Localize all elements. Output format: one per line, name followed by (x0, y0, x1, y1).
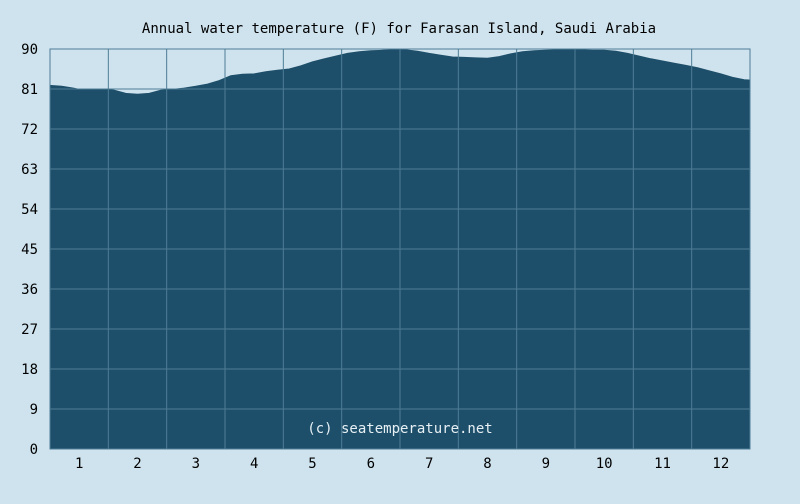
chart-title: Annual water temperature (F) for Farasan… (142, 21, 656, 37)
x-tick-label: 10 (596, 456, 613, 472)
x-tick-label: 9 (542, 456, 550, 472)
y-tick-label: 27 (21, 322, 38, 338)
x-tick-label: 5 (308, 456, 316, 472)
y-axis-ticks: 0 9 18 27 36 45 54 63 72 81 90 (21, 42, 38, 458)
x-tick-label: 6 (367, 456, 375, 472)
x-tick-label: 8 (483, 456, 491, 472)
y-tick-label: 9 (30, 402, 38, 418)
plot-frame (49, 48, 751, 450)
x-tick-label: 3 (192, 456, 200, 472)
y-tick-label: 54 (21, 202, 38, 218)
x-tick-label: 2 (133, 456, 141, 472)
y-tick-label: 72 (21, 122, 38, 138)
y-tick-label: 36 (21, 282, 38, 298)
x-tick-label: 7 (425, 456, 433, 472)
y-tick-label: 90 (21, 42, 38, 58)
watermark: (c) seatemperature.net (307, 421, 492, 437)
grid-layer (50, 49, 750, 449)
x-tick-label: 12 (712, 456, 729, 472)
x-tick-label: 4 (250, 456, 258, 472)
y-tick-label: 63 (21, 162, 38, 178)
x-axis-ticks: 1 2 3 4 5 6 7 8 9 10 11 12 (75, 456, 729, 472)
x-tick-label: 1 (75, 456, 83, 472)
y-tick-label: 81 (21, 82, 38, 98)
y-tick-label: 18 (21, 362, 38, 378)
y-tick-label: 45 (21, 242, 38, 258)
x-tick-label: 11 (654, 456, 671, 472)
y-tick-label: 0 (30, 442, 38, 458)
